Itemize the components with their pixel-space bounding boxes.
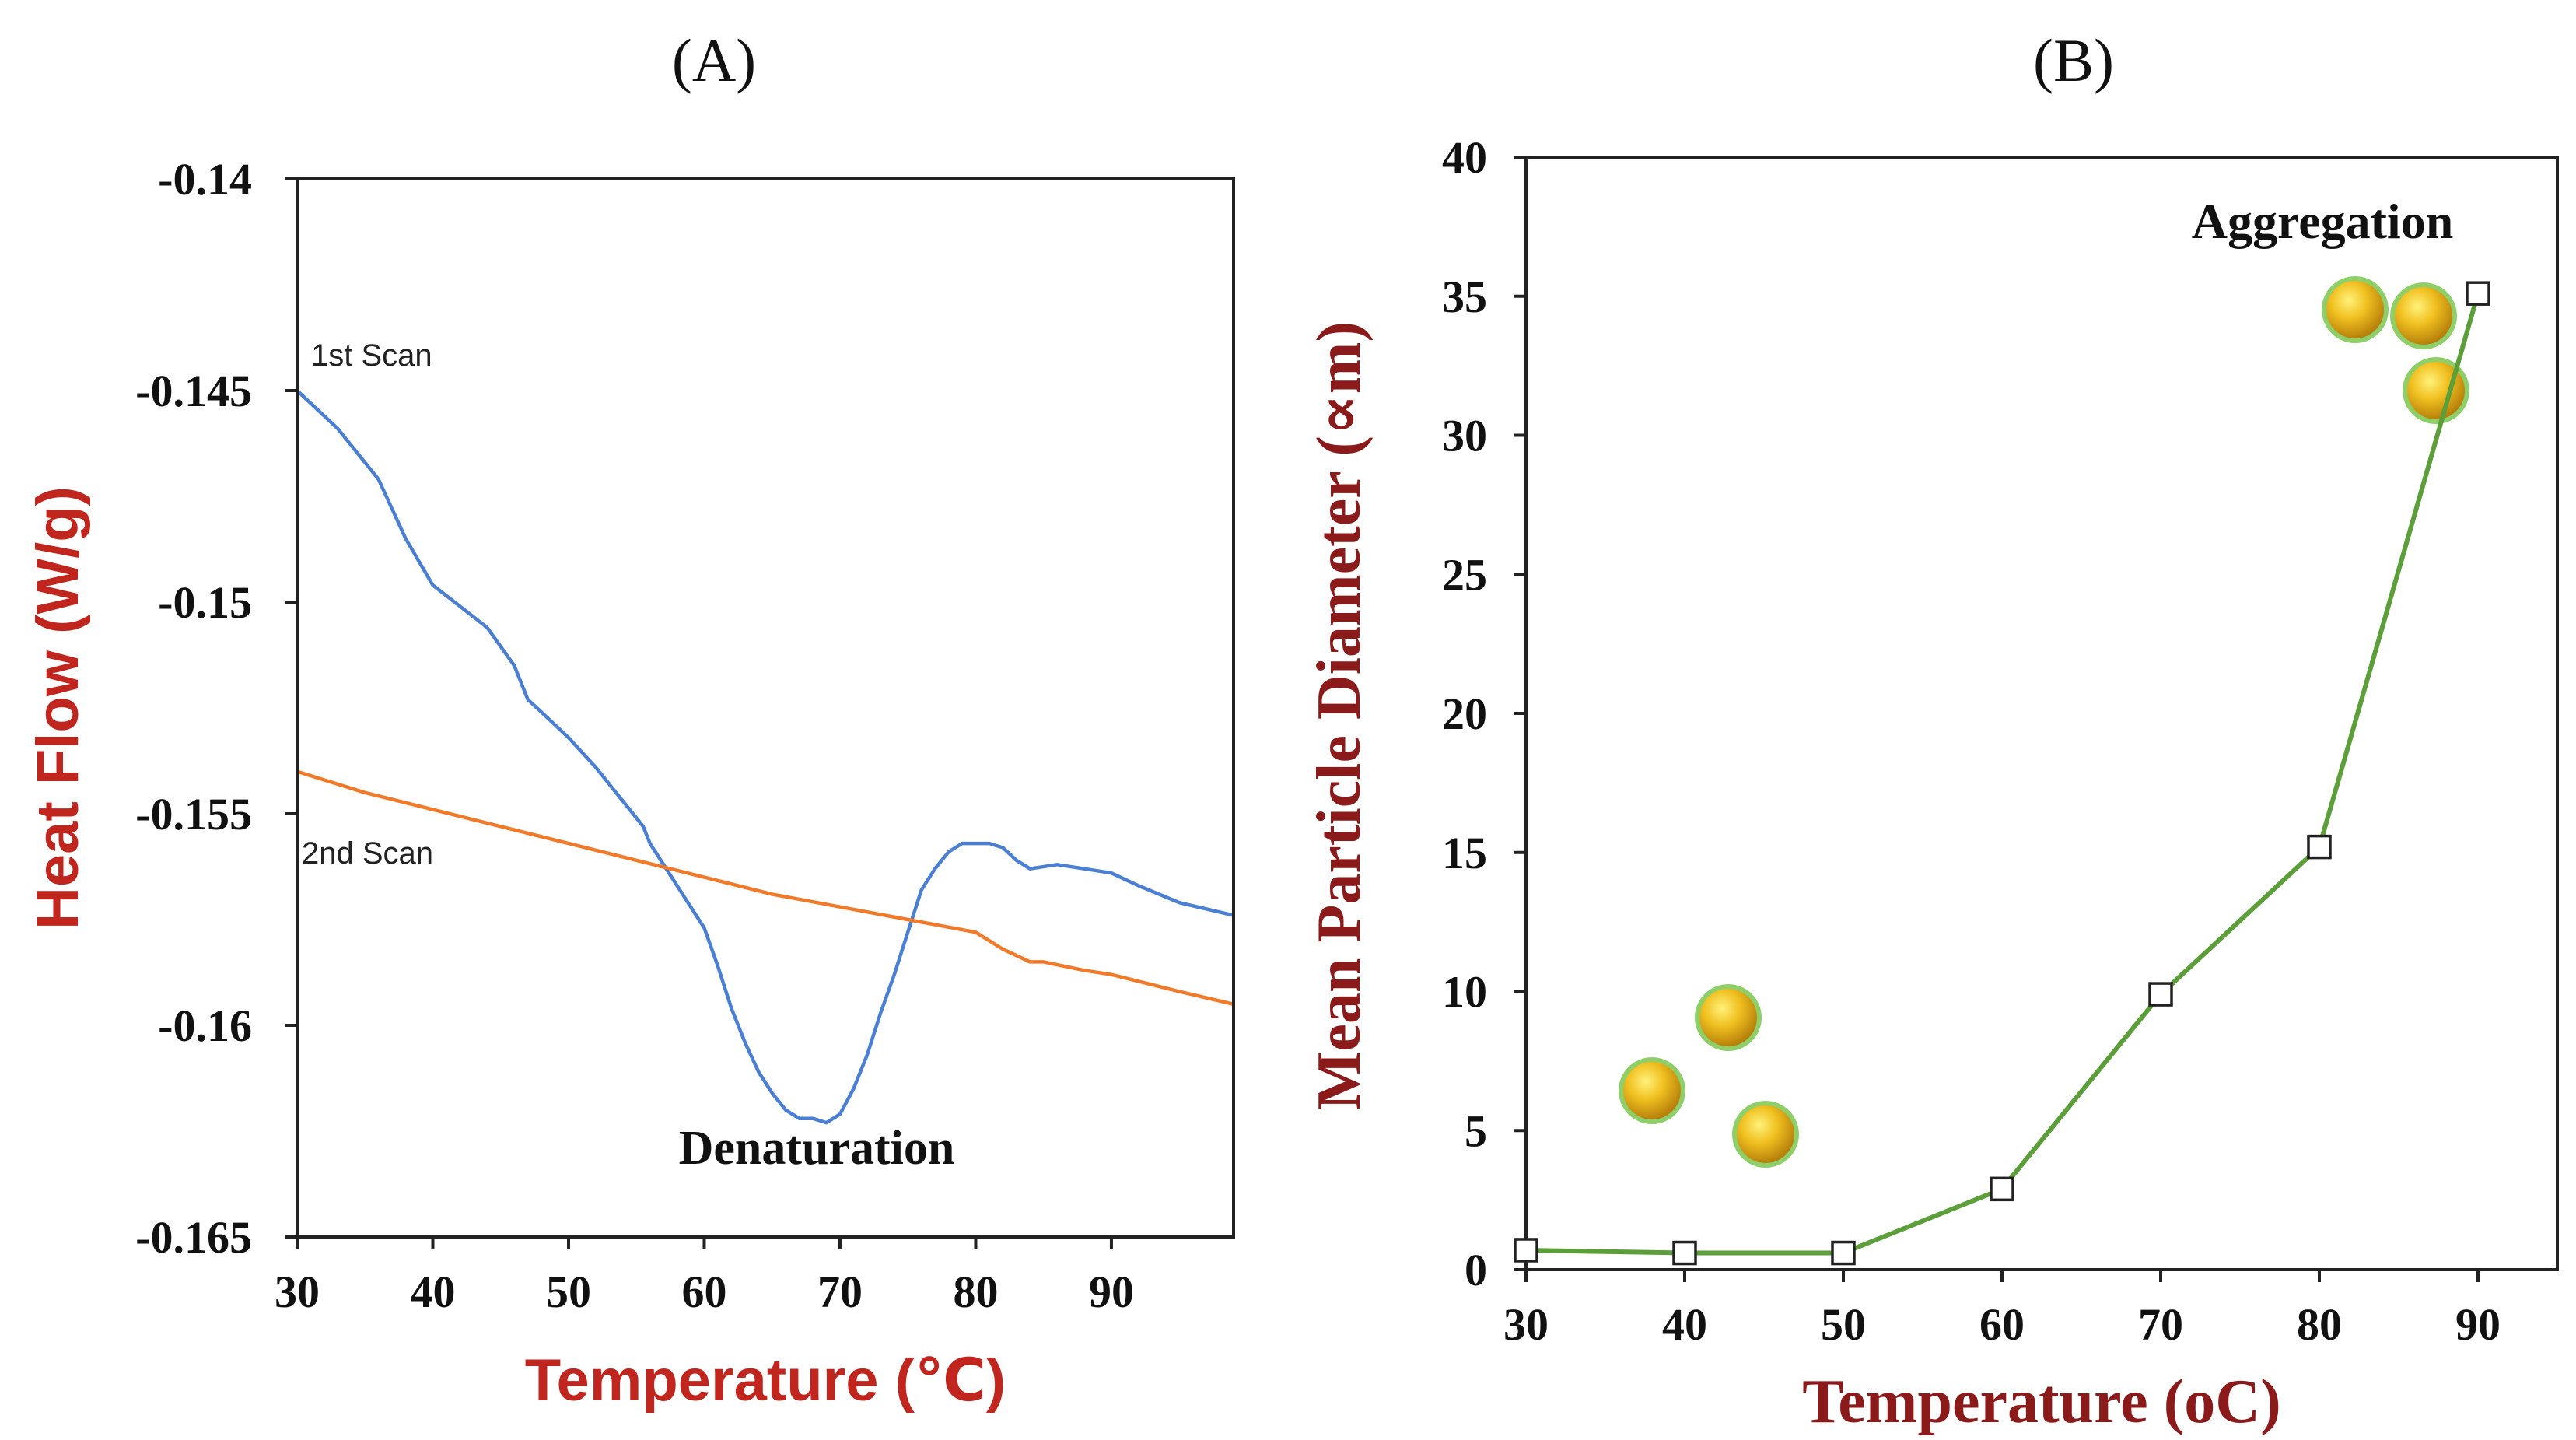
- panel-a-x-tick-label: 40: [410, 1267, 455, 1317]
- panel-a-y-axis-label: Heat Flow (W/g): [25, 486, 91, 930]
- panel-b-data-point: [2466, 281, 2490, 306]
- particle-icon: [1732, 1101, 1799, 1168]
- panel-a-y-tick-label: -0.165: [135, 1212, 252, 1263]
- panel-a-series-label-1: 1st Scan: [311, 338, 432, 373]
- panel-b-x-tick-label: 40: [1662, 1299, 1707, 1350]
- panel-a-series-line-1: [296, 389, 1234, 1125]
- panel-b-x-axis-label: Temperature (oC): [1802, 1368, 2280, 1436]
- panel-b-y-tick-label: 35: [1442, 272, 1487, 322]
- panel-b-data-point: [1514, 1238, 1538, 1263]
- panel-a-series-label-2: 2nd Scan: [302, 836, 433, 871]
- panel-b: (B) 30 40 50 60 70 80 90 0 5 10 15 20 25 30 35 40 Aggr…: [1305, 26, 2559, 1436]
- panel-b-data-point: [2307, 834, 2332, 860]
- panel-b-y-tick-label: 5: [1465, 1105, 1487, 1156]
- panel-b-x-tick-label: 80: [2297, 1299, 2342, 1350]
- panel-b-label: (B): [2033, 26, 2114, 94]
- panel-b-y-tick-label: 20: [1442, 688, 1487, 739]
- panel-b-x-tick-label: 60: [1979, 1299, 2025, 1350]
- panel-b-y-tick-label: 30: [1442, 411, 1487, 461]
- panel-b-y-tick-label: 0: [1465, 1245, 1487, 1295]
- panel-a-plot-frame: [296, 177, 1235, 1239]
- panel-b-x-tick-label: 90: [2455, 1299, 2501, 1350]
- panel-b-data-point: [1990, 1176, 2014, 1202]
- particle-icon: [1695, 984, 1762, 1051]
- particle-illustrations: [1619, 276, 2469, 1168]
- panel-a-x-tick-label: 80: [953, 1267, 998, 1317]
- panel-a-y-tick-label: -0.14: [158, 154, 252, 205]
- panel-a-y-tick-label: -0.15: [158, 577, 252, 628]
- particle-icon: [1619, 1057, 1685, 1124]
- panel-b-y-tick-label: 25: [1442, 549, 1487, 600]
- panel-b-annotation: Aggregation: [2192, 194, 2454, 249]
- panel-a: (A) 30 40 50 60 70 80 90 -0.165 -0.16 -0.155 -0.1…: [25, 26, 1235, 1414]
- panel-a-y-tick-label: -0.155: [135, 789, 252, 839]
- panel-b-y-tick-label: 10: [1442, 967, 1487, 1018]
- panel-b-y-axis-label: Mean Particle Diameter (∝m): [1305, 321, 1374, 1110]
- panel-a-y-tick-label: -0.16: [158, 1000, 252, 1051]
- panel-a-y-tick-label: -0.145: [135, 366, 252, 416]
- panel-b-data-point: [2148, 982, 2173, 1007]
- panel-b-x-tick-label: 30: [1503, 1299, 1549, 1350]
- panel-a-x-tick-label: 30: [275, 1267, 320, 1317]
- panel-a-x-tick-label: 70: [817, 1267, 863, 1317]
- particle-icon: [2322, 276, 2389, 343]
- panel-b-y-tick-label: 15: [1442, 828, 1487, 878]
- panel-a-x-axis-label: Temperature (℃): [525, 1347, 1006, 1414]
- panel-a-x-tick-label: 60: [681, 1267, 726, 1317]
- panel-a-x-tick-label: 50: [546, 1267, 591, 1317]
- panel-a-label: (A): [672, 26, 756, 94]
- panel-a-annotation: Denaturation: [679, 1122, 955, 1175]
- panel-b-x-tick-label: 70: [2138, 1299, 2183, 1350]
- panel-b-data-point: [1831, 1240, 1856, 1266]
- particle-icon: [2390, 282, 2457, 349]
- panel-a-series-line-2: [296, 769, 1234, 1006]
- panel-b-data-point: [1672, 1240, 1697, 1266]
- panel-a-x-tick-label: 90: [1089, 1267, 1134, 1317]
- particle-icon: [2403, 357, 2469, 424]
- panel-b-y-tick-label: 40: [1442, 132, 1487, 183]
- panel-b-x-tick-label: 50: [1821, 1299, 1866, 1350]
